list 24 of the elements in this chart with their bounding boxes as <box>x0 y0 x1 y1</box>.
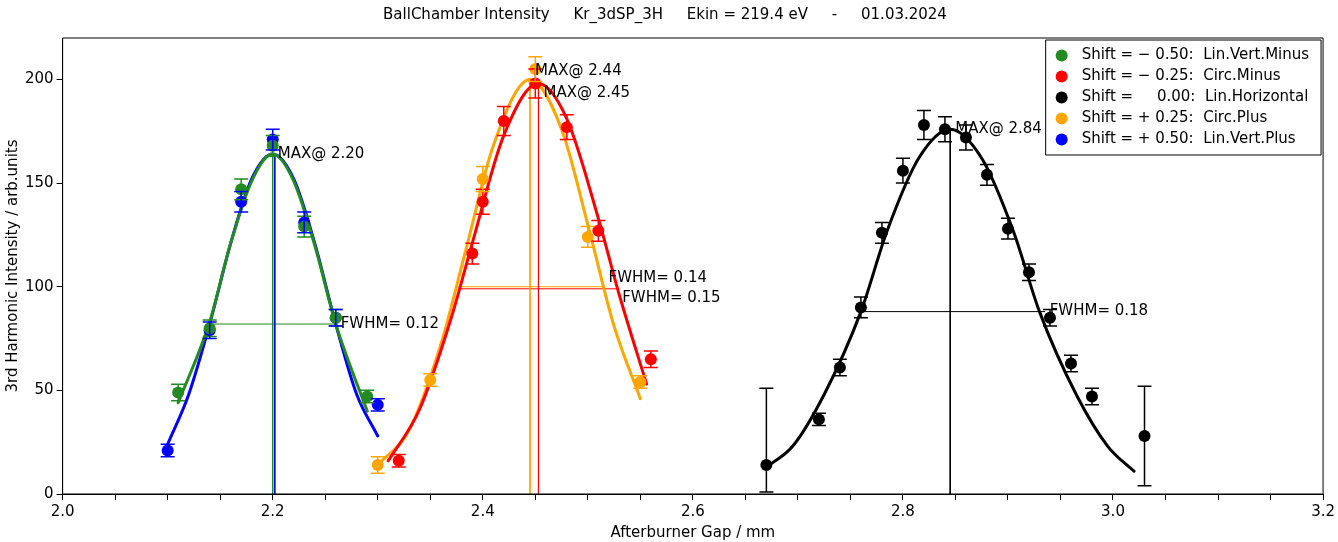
y-tick-label: 0 <box>44 483 54 502</box>
x-tick-label: 2.0 <box>50 501 75 520</box>
y-tick-label: 50 <box>34 380 54 399</box>
x-tick-label: 2.2 <box>260 501 285 520</box>
x-tick-label: 2.8 <box>891 501 915 520</box>
y-tick-label: 150 <box>24 172 54 191</box>
annotation: FWHM= 0.18 <box>1049 301 1149 320</box>
y-axis-title: 3rd Harmonic Intensity / arb.units <box>2 139 21 393</box>
chart-title: BallChamber Intensity Kr_3dSP_3H Ekin = 219.4 eV - 01.03.2024 <box>383 4 947 24</box>
legend-label: Shift = 0.00: Lin.Horizontal <box>1081 87 1309 106</box>
x-tick-label: 3.0 <box>1101 501 1125 520</box>
legend-label: Shift = − 0.50: Lin.Vert.Minus <box>1081 45 1310 64</box>
x-axis-title: Afterburner Gap / mm <box>610 522 776 541</box>
legend-label: Shift = + 0.50: Lin.Vert.Plus <box>1081 129 1296 148</box>
y-tick-label: 100 <box>24 276 54 295</box>
x-tick-label: 2.4 <box>470 501 495 520</box>
x-tick-label: 2.6 <box>680 501 705 520</box>
y-tick-label: 200 <box>24 69 54 88</box>
annotation: FWHM= 0.12 <box>340 313 440 332</box>
legend-label: Shift = + 0.25: Circ.Plus <box>1081 108 1268 127</box>
annotation: MAX@ 2.20 <box>277 143 365 162</box>
annotation: FWHM= 0.15 <box>622 288 721 307</box>
x-tick-label: 3.2 <box>1311 501 1335 520</box>
legend-label: Shift = − 0.25: Circ.Minus <box>1081 66 1281 85</box>
